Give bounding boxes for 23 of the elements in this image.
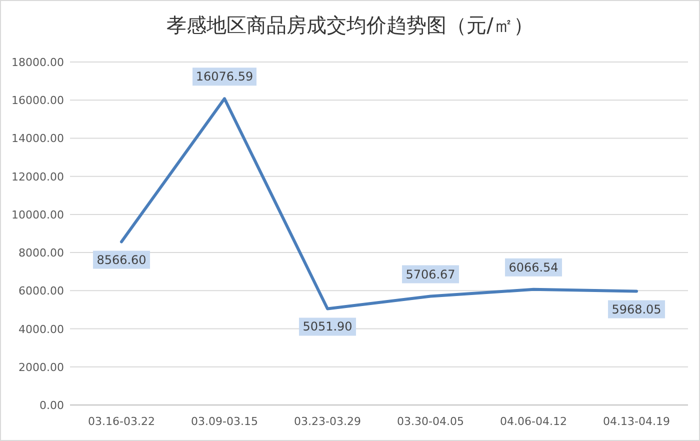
y-tick-label: 0.00 — [40, 399, 64, 412]
x-tick-label: 03.23-03.29 — [294, 415, 361, 428]
text: 6066.54 — [508, 260, 558, 274]
x-tick-label: 03.16-03.22 — [88, 415, 155, 428]
text: 5968.05 — [612, 302, 662, 316]
y-tick-label: 6000.00 — [18, 284, 64, 298]
x-tick-label: 04.13-04.19 — [603, 415, 670, 428]
y-tick-label: 2000.00 — [18, 360, 64, 374]
chart-title: 孝感地区商品房成交均价趋势图（元/㎡） — [166, 13, 534, 37]
y-tick-label: 14000.00 — [12, 132, 64, 146]
x-tick-label: 04.06-04.12 — [500, 415, 567, 428]
text: 16076.59 — [196, 70, 254, 84]
y-tick-label: 12000.00 — [12, 170, 64, 184]
x-tick-label: 03.30-04.05 — [397, 415, 464, 428]
text: 5051.90 — [302, 320, 352, 334]
y-tick-label: 8000.00 — [18, 246, 64, 260]
text: 5706.67 — [406, 267, 456, 282]
y-tick-label: 18000.00 — [12, 56, 64, 69]
text: 8566.60 — [96, 252, 146, 267]
y-tick-label: 4000.00 — [18, 322, 64, 336]
x-tick-label: 03.09-03.15 — [191, 415, 258, 428]
y-tick-label: 16000.00 — [12, 94, 64, 108]
y-tick-label: 10000.00 — [12, 208, 64, 222]
